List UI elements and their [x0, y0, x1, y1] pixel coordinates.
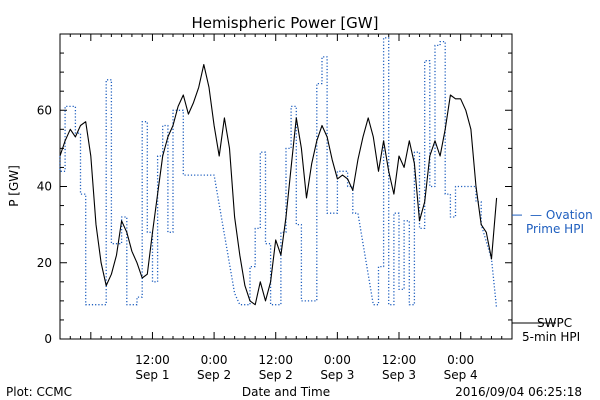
series-layer	[59, 37, 498, 309]
x-tick-label-time: 12:00	[135, 353, 170, 367]
x-tick-label-date: Sep 4	[444, 368, 478, 382]
ovation-legend-label: Prime HPI	[526, 222, 584, 236]
swpc-series-line	[59, 63, 498, 306]
x-tick-label-date: Sep 2	[259, 368, 293, 382]
y-tick-label: 0	[44, 332, 52, 346]
y-tick-label: 40	[37, 180, 52, 194]
x-tick-label-date: Sep 1	[135, 368, 169, 382]
x-tick-label-time: 12:00	[258, 353, 293, 367]
x-tick-label-time: 0:00	[324, 353, 351, 367]
x-axis-label: Date and Time	[242, 385, 330, 399]
footer-timestamp: 2016/09/04 06:25:18	[455, 385, 582, 399]
y-axis-label: P [GW]	[7, 165, 21, 207]
x-tick-label-time: 12:00	[382, 353, 417, 367]
x-tick-label-date: Sep 3	[382, 368, 416, 382]
ovation-prime-series-line	[59, 37, 498, 309]
swpc-legend-label: SWPC	[537, 316, 572, 330]
ovation-legend-label: — Ovation	[530, 208, 593, 222]
chart-title: Hemispheric Power [GW]	[192, 14, 379, 32]
x-tick-label-time: 0:00	[201, 353, 228, 367]
y-tick-label: 60	[37, 103, 52, 117]
x-tick-label-date: Sep 2	[197, 368, 231, 382]
x-tick-label-date: Sep 3	[320, 368, 354, 382]
swpc-legend-label: 5-min HPI	[522, 330, 580, 344]
footer-credit: Plot: CCMC	[6, 385, 72, 399]
y-axis: 0 20 40 60	[37, 33, 512, 346]
y-tick-label: 20	[37, 256, 52, 270]
x-tick-label-time: 0:00	[447, 353, 474, 367]
